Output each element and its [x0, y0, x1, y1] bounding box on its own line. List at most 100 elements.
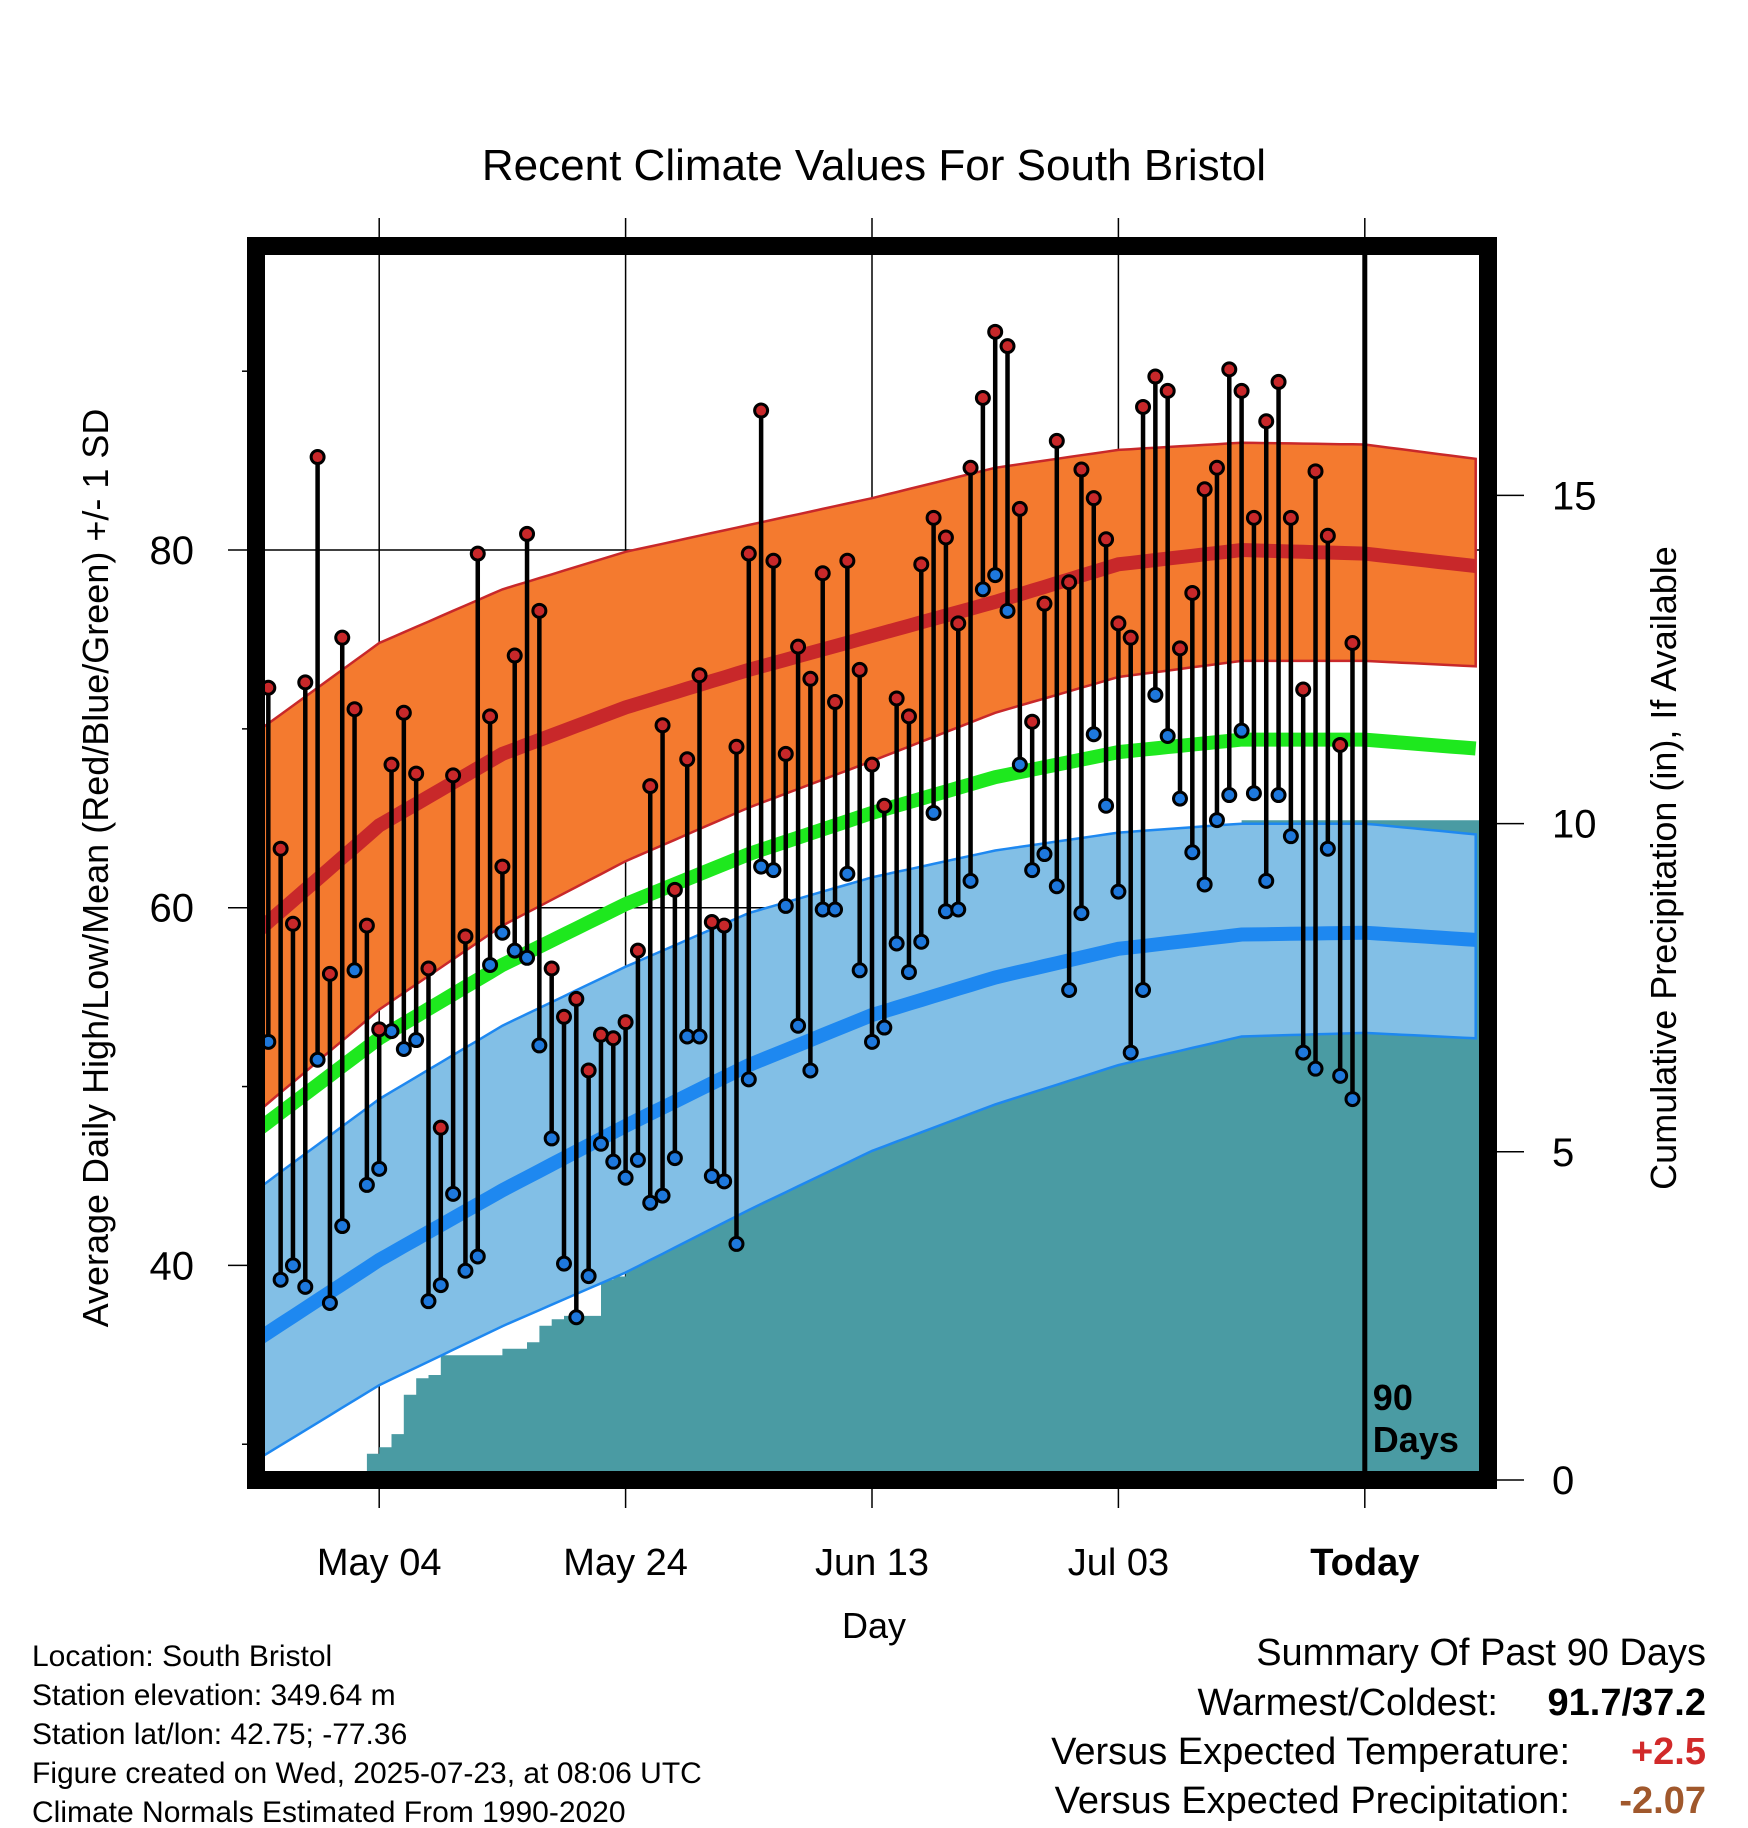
high-point — [1282, 509, 1299, 526]
high-point — [765, 552, 782, 569]
low-point — [1073, 905, 1090, 922]
high-point — [1085, 490, 1102, 507]
station-info: Location: South Bristol Station elevatio… — [32, 1640, 702, 1828]
high-point — [1110, 615, 1127, 632]
temp-anomaly-label: Versus Expected Temperature: — [1051, 1731, 1570, 1773]
low-point — [592, 1135, 609, 1152]
low-point — [654, 1187, 671, 1204]
high-point — [802, 670, 819, 687]
low-point — [1319, 840, 1336, 857]
high-point — [506, 647, 523, 664]
precip-anomaly-label: Versus Expected Precipitation: — [1055, 1780, 1570, 1822]
low-point — [1110, 883, 1127, 900]
info-normals: Climate Normals Estimated From 1990-2020 — [32, 1796, 626, 1828]
low-point — [1307, 1060, 1324, 1077]
today-days-word: Days — [1373, 1419, 1459, 1460]
low-point — [666, 1150, 683, 1167]
y2-tick-label: 10 — [1552, 803, 1597, 847]
high-point — [642, 778, 659, 795]
low-point — [408, 1032, 425, 1049]
low-point — [445, 1185, 462, 1202]
y2-tick-label: 0 — [1552, 1459, 1574, 1503]
high-point — [1011, 500, 1028, 517]
low-point — [1221, 787, 1238, 804]
low-point — [371, 1160, 388, 1177]
low-point — [962, 872, 979, 889]
low-point — [1184, 844, 1201, 861]
plot-frame — [247, 237, 1497, 1489]
high-point — [358, 917, 375, 934]
high-point — [851, 661, 868, 678]
high-point — [1061, 574, 1078, 591]
high-point — [864, 756, 880, 773]
high-point — [1036, 595, 1053, 612]
high-point — [469, 545, 486, 562]
high-point — [900, 708, 917, 725]
low-point — [1196, 876, 1213, 893]
high-point — [839, 552, 856, 569]
low-point — [506, 942, 523, 959]
high-point — [1221, 361, 1238, 378]
y-tick-label: 40 — [150, 1244, 195, 1288]
high-point — [383, 756, 400, 773]
low-point — [432, 1277, 449, 1294]
high-point — [1147, 368, 1164, 385]
low-point — [987, 567, 1004, 584]
low-point — [568, 1309, 585, 1326]
high-point — [1295, 681, 1312, 698]
info-created: Figure created on Wed, 2025-07-23, at 08… — [32, 1757, 702, 1790]
low-point — [556, 1255, 572, 1272]
low-point — [827, 901, 844, 918]
low-point — [1098, 797, 1115, 814]
high-point — [1208, 459, 1225, 476]
low-point — [839, 865, 856, 882]
low-point — [691, 1028, 708, 1045]
low-point — [1122, 1044, 1139, 1061]
high-point — [420, 960, 437, 977]
precip-anomaly-value: -2.07 — [1619, 1780, 1706, 1822]
low-point — [1048, 878, 1065, 895]
high-point — [284, 915, 301, 932]
high-point — [408, 765, 425, 782]
summary: Summary Of Past 90 Days Warmest/Coldest:… — [1051, 1632, 1706, 1822]
low-point — [395, 1040, 412, 1057]
temp-anomaly-value: +2.5 — [1631, 1731, 1706, 1773]
x-tick-label: Jun 13 — [815, 1542, 929, 1584]
low-point — [1245, 785, 1262, 802]
low-point — [716, 1173, 733, 1190]
low-point — [605, 1153, 622, 1170]
low-normal-line — [252, 925, 1477, 1347]
high-point — [913, 556, 930, 573]
high-point — [543, 960, 560, 977]
low-point — [1295, 1044, 1312, 1061]
low-point — [728, 1235, 745, 1252]
high-point — [395, 704, 412, 721]
warmest-coldest-value: 91.7/37.2 — [1548, 1682, 1706, 1724]
low-point — [1332, 1067, 1349, 1084]
high-point — [1098, 531, 1115, 548]
low-point — [309, 1051, 326, 1068]
high-point — [556, 1008, 572, 1025]
info-location: Location: South Bristol — [32, 1640, 332, 1673]
high-point — [888, 690, 905, 707]
info-latlon: Station lat/lon: 42.75; -77.36 — [32, 1718, 407, 1751]
high-point — [753, 402, 770, 419]
high-point — [1172, 640, 1188, 657]
low-point — [790, 1017, 807, 1034]
low-point — [1233, 722, 1250, 739]
high-point — [1122, 629, 1139, 646]
high-point — [482, 708, 499, 725]
low-point — [876, 1019, 893, 1036]
low-point — [777, 897, 794, 914]
high-point — [950, 615, 967, 632]
high-point — [1319, 527, 1336, 544]
low-sd-band — [254, 822, 1477, 1463]
high-point — [272, 840, 289, 857]
high-point — [728, 738, 745, 755]
low-point — [1061, 981, 1078, 998]
low-point — [321, 1294, 338, 1311]
low-point — [519, 949, 536, 966]
low-point — [334, 1218, 351, 1235]
